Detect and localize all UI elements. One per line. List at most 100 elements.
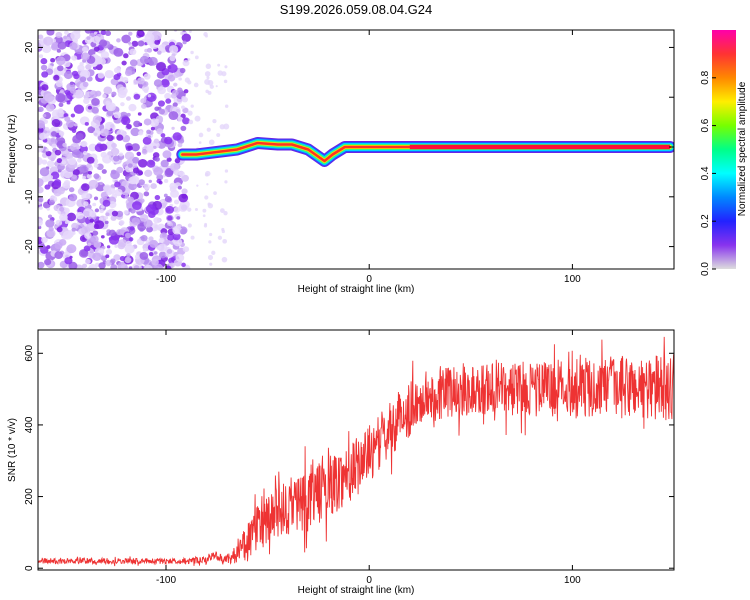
noise-blob — [67, 145, 71, 150]
noise-blob — [89, 266, 94, 269]
noise-blob — [120, 116, 131, 126]
noise-blob — [174, 158, 181, 164]
noise-blob — [182, 59, 190, 67]
noise-blob — [145, 204, 156, 214]
noise-blob — [70, 113, 76, 118]
noise-blob — [204, 71, 211, 77]
noise-blob — [211, 250, 216, 255]
noise-blob — [64, 30, 69, 35]
noise-blob — [55, 219, 63, 226]
noise-blob — [153, 138, 160, 144]
noise-blob — [77, 64, 85, 72]
noise-blob — [63, 113, 69, 118]
spectrogram-x-tick-label: 0 — [366, 274, 372, 285]
noise-blob — [128, 237, 134, 242]
noise-blob — [204, 34, 208, 38]
noise-blob — [117, 90, 127, 99]
noise-blob — [98, 39, 108, 47]
noise-blob — [51, 41, 60, 50]
noise-blob — [152, 145, 157, 150]
noise-blob — [188, 119, 194, 125]
noise-blob — [86, 163, 92, 169]
noise-blob — [165, 205, 174, 214]
noise-blob — [38, 86, 42, 91]
noise-blob — [121, 60, 127, 66]
noise-blob — [111, 210, 119, 217]
noise-blob — [148, 251, 154, 257]
noise-blob — [190, 50, 194, 55]
snr-x-tick-label: 0 — [366, 575, 372, 586]
noise-blob — [81, 46, 88, 53]
noise-blob — [44, 184, 51, 190]
noise-blob — [168, 45, 179, 54]
noise-blob — [224, 65, 228, 69]
noise-blob — [104, 215, 109, 220]
noise-blob — [59, 206, 65, 212]
noise-blob — [124, 69, 133, 77]
noise-blob — [121, 76, 129, 83]
noise-blob — [105, 212, 110, 217]
noise-blob — [94, 132, 98, 136]
noise-blob — [166, 249, 173, 254]
noise-blob — [104, 70, 114, 79]
noise-blob — [144, 264, 153, 269]
noise-blob — [157, 226, 162, 231]
noise-blob — [100, 235, 105, 239]
noise-blob — [162, 150, 172, 159]
noise-blob — [188, 30, 192, 33]
noise-blob — [158, 180, 163, 185]
noise-blob — [100, 30, 107, 36]
noise-blob — [144, 33, 155, 43]
noise-blob — [194, 208, 198, 212]
noise-blob — [140, 234, 148, 242]
noise-blob — [221, 229, 225, 234]
noise-blob — [76, 198, 86, 208]
noise-blob — [68, 187, 75, 193]
noise-blob — [146, 145, 154, 153]
noise-blob — [176, 216, 181, 220]
noise-blob — [89, 248, 95, 254]
noise-blob — [85, 64, 92, 70]
noise-blob — [55, 80, 63, 88]
spectrogram-noise — [38, 30, 230, 269]
noise-blob — [38, 143, 44, 153]
noise-blob — [182, 117, 190, 125]
noise-blob — [38, 106, 44, 113]
noise-blob — [178, 171, 185, 177]
noise-blob — [94, 143, 104, 152]
noise-blob — [105, 254, 110, 259]
noise-blob — [40, 64, 48, 71]
noise-blob — [100, 51, 110, 59]
noise-blob — [90, 90, 95, 95]
spectrogram-x-ticks: -100 0 100 — [156, 30, 581, 285]
colorbar-tick-label: 0.8 — [700, 70, 711, 84]
noise-blob — [100, 151, 108, 158]
spectrogram-y-tick-label: 0 — [24, 144, 35, 150]
noise-blob — [54, 241, 63, 250]
noise-blob — [129, 48, 137, 56]
snr-frame — [37, 329, 675, 571]
noise-blob — [100, 204, 105, 209]
noise-blob — [133, 93, 141, 100]
noise-blob — [116, 72, 122, 77]
noise-blob — [81, 192, 91, 201]
spectrogram-y-tick-label: -20 — [24, 239, 35, 254]
noise-blob — [99, 128, 109, 137]
noise-blob — [136, 30, 145, 37]
noise-blob — [40, 58, 48, 65]
snr-panel: -100 0 100 0 200 400 600 Height of straight l… — [7, 329, 675, 596]
noise-blob — [173, 72, 180, 78]
noise-blob — [97, 72, 105, 79]
noise-blob — [56, 226, 63, 233]
noise-blob — [217, 235, 223, 240]
noise-blob — [209, 84, 214, 89]
noise-blob — [125, 240, 132, 247]
noise-blob — [84, 232, 92, 240]
noise-blob — [146, 226, 153, 233]
noise-blob — [107, 126, 111, 131]
noise-blob — [92, 202, 97, 207]
colorbar-ticks: 0.0 0.2 0.4 0.6 0.8 — [700, 70, 716, 276]
noise-blob — [108, 201, 117, 209]
noise-blob — [84, 122, 89, 126]
